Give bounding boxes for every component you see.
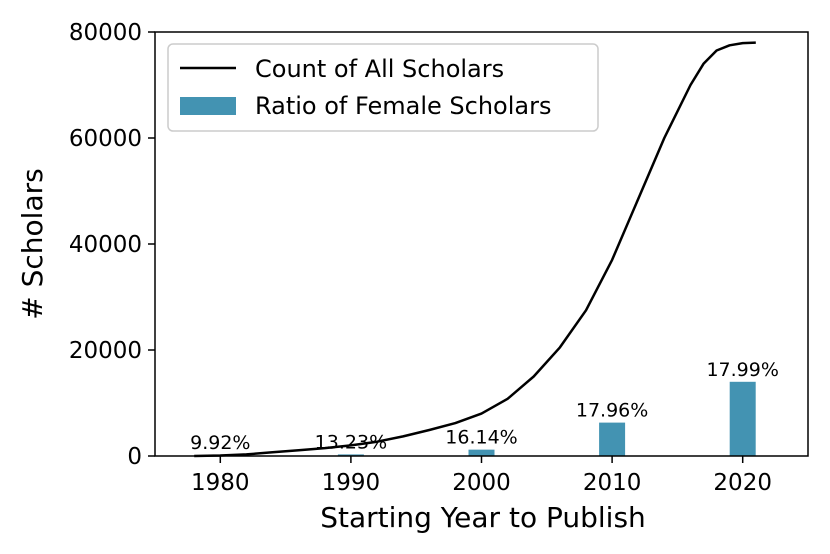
y-tick-label-80000: 80000 — [69, 20, 142, 46]
legend-label-ratio: Ratio of Female Scholars — [255, 92, 551, 120]
legend-bar-swatch — [180, 97, 236, 115]
y-tick-label-60000: 60000 — [69, 126, 142, 152]
bar-label-2010: 17.96% — [576, 400, 648, 422]
x-tick-label-2000: 2000 — [452, 470, 511, 496]
bar-2010 — [599, 422, 626, 456]
line-count-of-all-scholars — [194, 41, 756, 458]
y-tick-label-40000: 40000 — [69, 232, 142, 258]
legend-label-count: Count of All Scholars — [255, 55, 504, 83]
line-layer — [194, 41, 756, 458]
bar-2000 — [468, 449, 495, 456]
y-axis-title: # Scholars — [16, 168, 49, 319]
x-tick-label-1980: 1980 — [191, 470, 250, 496]
bar-label-1980: 9.92% — [190, 432, 250, 454]
legend: Count of All Scholars Ratio of Female Sc… — [167, 43, 599, 132]
bar-1990 — [337, 454, 364, 456]
axes-layer: 1980 1990 2000 2010 2020 0 20000 40000 60000 8000… — [69, 20, 809, 496]
bar-label-2000: 16.14% — [445, 427, 517, 449]
x-tick-label-2020: 2020 — [713, 470, 772, 496]
x-tick-label-2010: 2010 — [583, 470, 642, 496]
bars-layer: 9.92% 13.23% 16.14%17.96%17.99% — [190, 359, 779, 456]
bar-label-2020: 17.99% — [706, 359, 778, 381]
bar-2020 — [729, 381, 756, 456]
y-tick-label-0: 0 — [127, 444, 142, 470]
y-tick-label-20000: 20000 — [69, 338, 142, 364]
legend-frame — [167, 43, 599, 132]
x-tick-label-1990: 1990 — [322, 470, 381, 496]
x-axis-title: Starting Year to Publish — [320, 501, 646, 534]
